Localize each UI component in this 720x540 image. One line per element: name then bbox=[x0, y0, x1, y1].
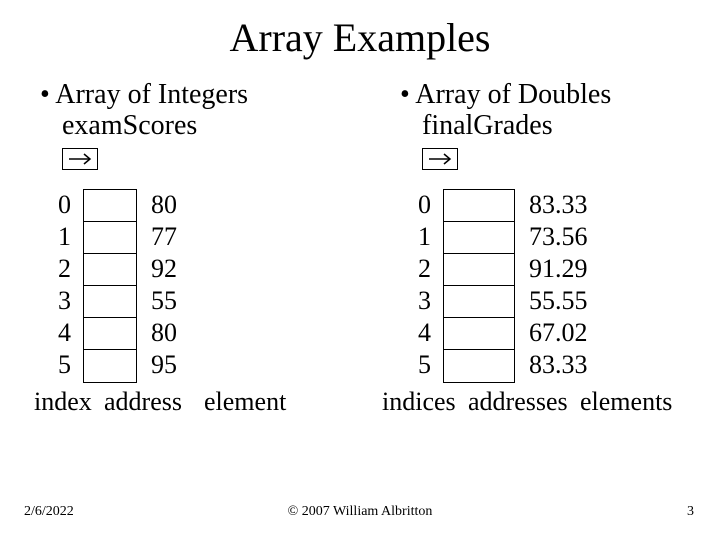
right-refbox bbox=[422, 148, 458, 170]
legend-element: element bbox=[204, 387, 304, 417]
address-cell bbox=[84, 222, 136, 254]
right-array: 0 1 2 3 4 5 83.33 73.56 bbox=[418, 189, 710, 383]
index-cell: 1 bbox=[418, 221, 431, 253]
left-heading: Array of Integers bbox=[40, 79, 350, 111]
slide: Array Examples Array of Integers examSco… bbox=[0, 0, 720, 540]
left-array: 0 1 2 3 4 5 80 77 bbox=[58, 189, 350, 383]
value-cell: 73.56 bbox=[529, 221, 588, 253]
footer-page-number: 3 bbox=[687, 504, 694, 520]
footer-copyright: © 2007 William Albritton bbox=[0, 504, 720, 520]
left-legend: index address element bbox=[34, 387, 350, 417]
value-cell: 92 bbox=[151, 253, 177, 285]
value-cell: 83.33 bbox=[529, 349, 588, 381]
right-varname: finalGrades bbox=[422, 111, 710, 142]
address-cell bbox=[444, 318, 514, 350]
legend-indices: indices bbox=[382, 387, 468, 417]
address-cell bbox=[84, 254, 136, 286]
index-cell: 4 bbox=[58, 317, 71, 349]
address-cell bbox=[444, 254, 514, 286]
value-cell: 55 bbox=[151, 285, 177, 317]
value-cell: 55.55 bbox=[529, 285, 588, 317]
address-cell bbox=[84, 286, 136, 318]
value-cell: 80 bbox=[151, 189, 177, 221]
index-cell: 5 bbox=[58, 349, 71, 381]
right-value-col: 83.33 73.56 91.29 55.55 67.02 83.33 bbox=[515, 189, 588, 381]
right-refbox-row bbox=[422, 148, 710, 175]
columns: Array of Integers examScores 0 1 2 3 4 bbox=[0, 79, 720, 417]
right-column: Array of Doubles finalGrades 0 1 2 3 4 bbox=[370, 79, 710, 417]
slide-title: Array Examples bbox=[0, 0, 720, 61]
index-cell: 2 bbox=[418, 253, 431, 285]
legend-address: address bbox=[104, 387, 204, 417]
index-cell: 3 bbox=[418, 285, 431, 317]
index-cell: 4 bbox=[418, 317, 431, 349]
arrow-icon bbox=[423, 149, 457, 169]
right-heading: Array of Doubles bbox=[400, 79, 710, 111]
left-column: Array of Integers examScores 0 1 2 3 4 bbox=[10, 79, 350, 417]
address-cell bbox=[84, 350, 136, 382]
left-value-col: 80 77 92 55 80 95 bbox=[137, 189, 177, 381]
value-cell: 67.02 bbox=[529, 317, 588, 349]
arrow-icon bbox=[63, 149, 97, 169]
left-address-col bbox=[83, 189, 137, 383]
right-address-col bbox=[443, 189, 515, 383]
left-refbox-row bbox=[62, 148, 350, 175]
value-cell: 83.33 bbox=[529, 189, 588, 221]
index-cell: 5 bbox=[418, 349, 431, 381]
address-cell bbox=[444, 286, 514, 318]
index-cell: 0 bbox=[418, 189, 431, 221]
index-cell: 1 bbox=[58, 221, 71, 253]
value-cell: 77 bbox=[151, 221, 177, 253]
address-cell bbox=[444, 222, 514, 254]
index-cell: 0 bbox=[58, 189, 71, 221]
address-cell bbox=[84, 190, 136, 222]
index-cell: 2 bbox=[58, 253, 71, 285]
legend-addresses: addresses bbox=[468, 387, 580, 417]
left-index-col: 0 1 2 3 4 5 bbox=[58, 189, 83, 381]
legend-index: index bbox=[34, 387, 104, 417]
legend-elements: elements bbox=[580, 387, 680, 417]
value-cell: 95 bbox=[151, 349, 177, 381]
left-varname: examScores bbox=[62, 111, 350, 142]
address-cell bbox=[444, 190, 514, 222]
address-cell bbox=[444, 350, 514, 382]
value-cell: 80 bbox=[151, 317, 177, 349]
index-cell: 3 bbox=[58, 285, 71, 317]
address-cell bbox=[84, 318, 136, 350]
right-index-col: 0 1 2 3 4 5 bbox=[418, 189, 443, 381]
right-legend: indices addresses elements bbox=[382, 387, 710, 417]
value-cell: 91.29 bbox=[529, 253, 588, 285]
left-refbox bbox=[62, 148, 98, 170]
